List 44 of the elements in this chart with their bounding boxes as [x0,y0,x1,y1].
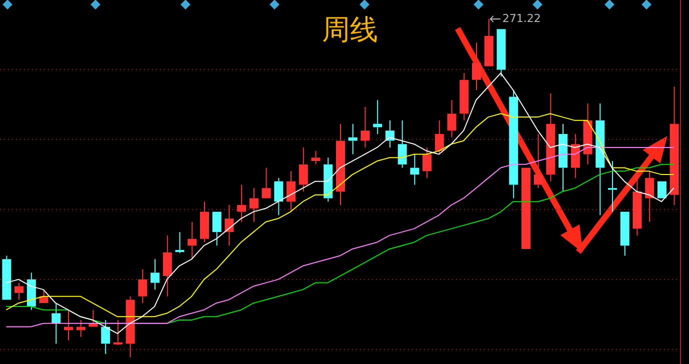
candlestick [2,255,12,300]
candlestick [274,177,284,216]
candlestick [138,268,148,304]
candlestick [534,133,543,189]
candlestick [645,170,654,222]
candlestick [608,160,617,212]
candlestick [188,221,197,260]
candlestick [200,201,209,243]
candlestick [324,157,333,202]
candlestick [286,170,296,212]
candlestick [262,167,271,198]
candlestick [224,204,234,246]
candlestick [101,320,110,354]
candlestick [472,42,481,90]
candlestick [434,120,444,155]
candlestick [237,184,246,222]
candlestick [596,103,605,216]
candlestick [447,100,456,138]
candlestick [558,123,568,192]
candlestick [398,120,407,168]
candlestick [570,133,580,178]
candlestick [175,232,184,254]
candlestick [311,150,320,165]
candlestick [249,188,258,222]
candlestick [150,258,160,290]
candlestick [360,106,370,148]
candlestick [26,272,36,310]
annotation: 271.22 [502,12,541,25]
candlestick [52,302,61,344]
candlestick [126,296,135,358]
candlestick [298,146,308,192]
candlestick [509,89,518,199]
candlestick [422,146,432,178]
candlestick [14,282,24,300]
candlestick [410,154,420,186]
candlestick [670,86,679,206]
candlestick [336,123,345,206]
candlestick [546,92,556,182]
candlestick [632,170,642,236]
candlestick [212,212,222,246]
candlestick [162,234,172,297]
candlestick [460,72,469,121]
chart-title: 周线 [322,12,378,48]
candlestick [484,18,494,66]
